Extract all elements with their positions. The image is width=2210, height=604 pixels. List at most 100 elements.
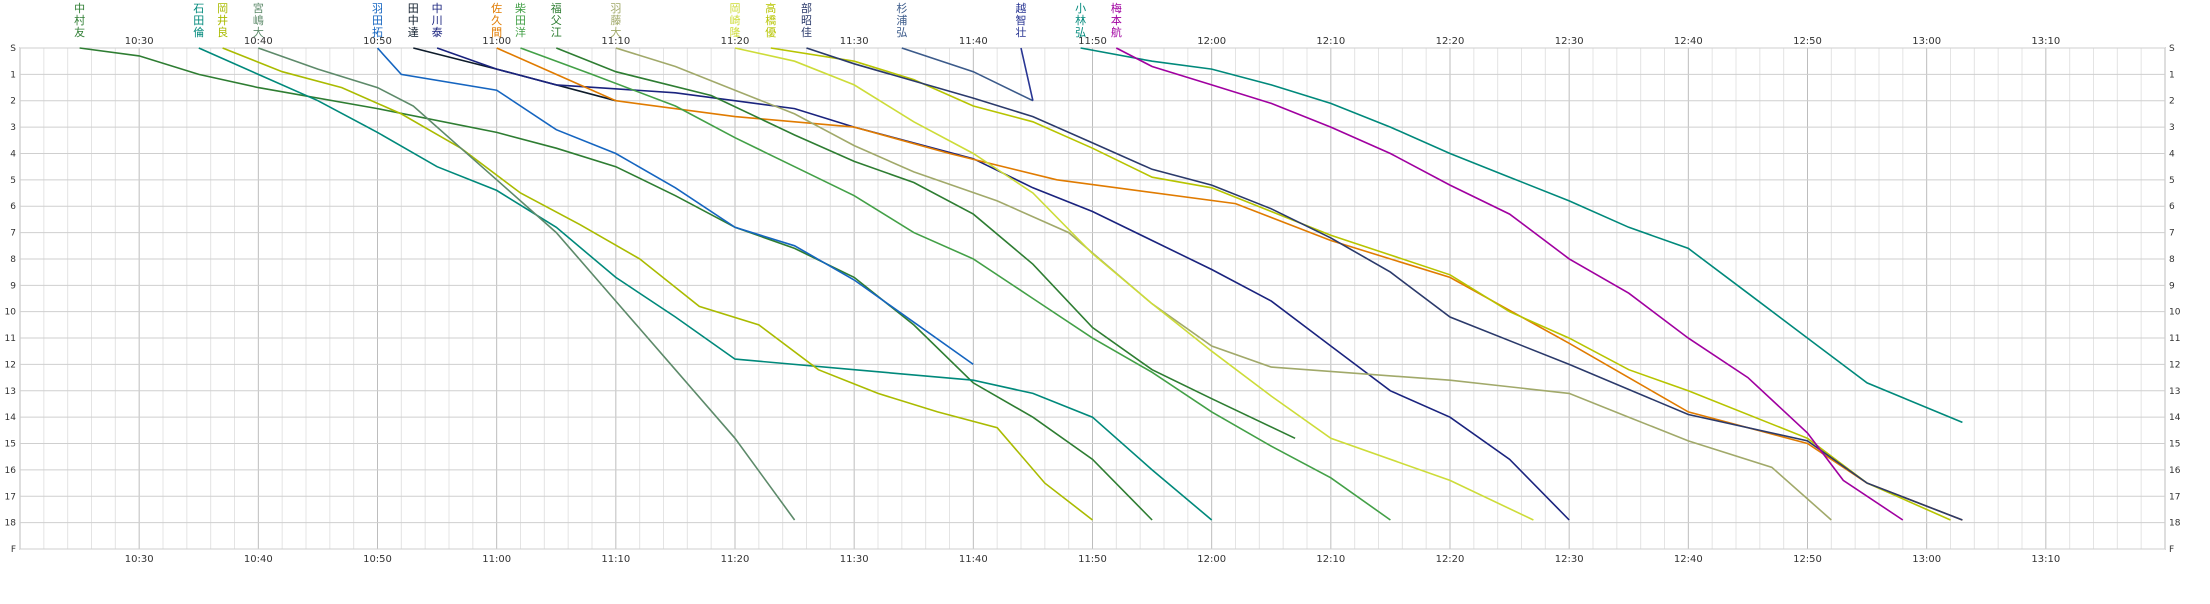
y-tick-label-right: 17: [2169, 492, 2180, 502]
series-start-label: 柴田洋: [515, 1, 526, 39]
y-tick-label-left: F: [11, 545, 16, 555]
series-start-label: 中川泰: [432, 2, 443, 39]
y-tick-label-right: 1: [2169, 70, 2175, 80]
x-tick-label-bottom: 10:30: [125, 554, 154, 565]
x-tick-label-top: 11:10: [601, 36, 630, 47]
series-start-label: 岡崎隆: [730, 2, 741, 39]
y-tick-label-right: 2: [2169, 97, 2175, 107]
y-tick-label-left: 13: [5, 387, 16, 397]
series-line: [376, 47, 974, 366]
y-tick-label-right: 11: [2169, 334, 2180, 344]
series-start-label: 岡井良: [217, 2, 228, 39]
y-tick-label-left: 8: [10, 255, 16, 265]
series-start-label: 福父江: [551, 1, 562, 39]
y-tick-label-right: 16: [2169, 466, 2181, 476]
x-tick-label-top: 10:30: [125, 36, 154, 47]
series-start-label: 高橋優: [765, 1, 776, 39]
x-tick-label-top: 10:40: [244, 36, 273, 47]
series-start-label: 部昭佳: [801, 1, 812, 39]
y-tick-label-left: 6: [10, 202, 16, 212]
x-tick-label-top: 12:30: [1555, 36, 1584, 47]
y-tick-label-right: 9: [2169, 281, 2175, 291]
y-tick-label-right: 18: [2169, 519, 2181, 529]
y-tick-label-left: 17: [5, 492, 16, 502]
y-tick-label-right: F: [2169, 545, 2174, 555]
y-tick-label-left: 4: [10, 149, 16, 159]
y-tick-label-left: 16: [5, 466, 17, 476]
series-start-label: 越智壮: [1016, 1, 1027, 39]
x-tick-label-bottom: 11:10: [601, 554, 630, 565]
x-tick-label-top: 13:00: [1912, 36, 1941, 47]
x-tick-label-top: 13:10: [2031, 36, 2060, 47]
y-tick-label-left: 14: [5, 413, 17, 423]
y-tick-label-left: 11: [5, 334, 16, 344]
x-tick-label-top: 12:20: [1436, 36, 1465, 47]
x-tick-label-bottom: 11:00: [482, 554, 511, 565]
y-tick-label-right: 15: [2169, 440, 2180, 450]
series-line: [556, 47, 1296, 440]
x-tick-label-top: 12:10: [1316, 36, 1345, 47]
x-tick-label-top: 12:40: [1674, 36, 1703, 47]
series-start-label: 石田倫: [193, 2, 204, 39]
series-line: [734, 47, 1534, 521]
y-tick-label-right: 6: [2169, 202, 2175, 212]
x-tick-label-top: 11:40: [959, 36, 988, 47]
y-tick-label-right: 10: [2169, 308, 2181, 318]
x-tick-label-top: 11:00: [482, 36, 511, 47]
y-tick-label-left: 3: [10, 123, 16, 133]
y-tick-label-right: 3: [2169, 123, 2175, 133]
x-tick-label-bottom: 12:50: [1793, 554, 1822, 565]
series-line: [1080, 47, 1963, 424]
series-line: [496, 47, 1963, 521]
x-tick-label-bottom: 11:20: [721, 554, 750, 565]
y-tick-label-left: 5: [10, 176, 16, 186]
y-tick-label-left: 1: [10, 70, 16, 80]
x-tick-label-bottom: 10:40: [244, 554, 273, 565]
x-tick-label-bottom: 12:10: [1316, 554, 1345, 565]
x-tick-label-top: 11:50: [1078, 36, 1107, 47]
x-tick-label-bottom: 12:40: [1674, 554, 1703, 565]
series-start-label: 田中達: [408, 2, 419, 39]
y-tick-label-right: 4: [2169, 149, 2175, 159]
y-tick-label-right: 7: [2169, 229, 2175, 239]
x-tick-label-bottom: 13:00: [1912, 554, 1941, 565]
series-start-label: 宮嶋大: [253, 1, 264, 39]
y-tick-label-right: 5: [2169, 176, 2175, 186]
x-tick-label-top: 10:50: [363, 36, 392, 47]
x-tick-label-top: 12:00: [1197, 36, 1226, 47]
series-line: [222, 47, 1093, 521]
series-line: [198, 47, 1213, 521]
x-tick-label-top: 11:30: [840, 36, 869, 47]
y-tick-label-left: 10: [5, 308, 17, 318]
series-start-label: 杉浦弘: [896, 1, 907, 39]
x-tick-label-bottom: 13:10: [2031, 554, 2060, 565]
series-start-label: 小林弘: [1075, 2, 1086, 39]
series-start-label: 羽田拓: [372, 2, 383, 39]
x-tick-label-bottom: 10:50: [363, 554, 392, 565]
x-tick-label-bottom: 11:50: [1078, 554, 1107, 565]
y-tick-label-right: 8: [2169, 255, 2175, 265]
y-tick-label-left: 18: [5, 519, 17, 529]
y-tick-label-left: 12: [5, 360, 16, 370]
series-line: [520, 47, 1391, 521]
y-tick-label-left: 9: [10, 281, 16, 291]
y-tick-label-left: 2: [10, 97, 16, 107]
x-tick-label-top: 12:50: [1793, 36, 1822, 47]
y-tick-label-left: 7: [10, 229, 16, 239]
series-start-label: 中村友: [74, 2, 85, 39]
series-line: [79, 47, 1153, 521]
y-tick-label-right: 12: [2169, 360, 2180, 370]
series-start-label: 羽藤大: [610, 2, 621, 39]
x-tick-label-bottom: 12:30: [1555, 554, 1584, 565]
series-line: [1020, 47, 1034, 101]
series-line: [258, 47, 796, 521]
x-tick-label-bottom: 12:00: [1197, 554, 1226, 565]
y-tick-label-left: 15: [5, 440, 16, 450]
x-tick-label-bottom: 12:20: [1436, 554, 1465, 565]
series-start-label: 佐久間: [491, 1, 502, 39]
x-tick-label-top: 11:20: [721, 36, 750, 47]
x-tick-label-bottom: 11:40: [959, 554, 988, 565]
y-tick-label-right: 13: [2169, 387, 2180, 397]
